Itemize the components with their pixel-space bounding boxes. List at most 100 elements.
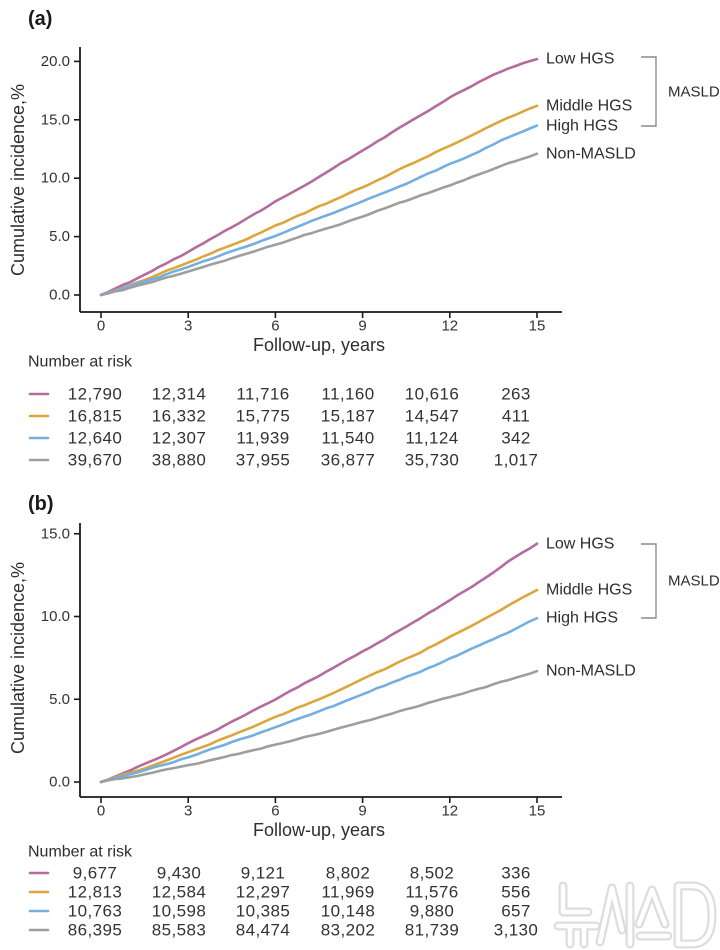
panel-a-legend-non-masld: Non-MASLD bbox=[546, 146, 636, 163]
panel-b-legend-high-hgs: High HGS bbox=[546, 610, 618, 627]
curve-middle-hgs bbox=[99, 104, 539, 297]
curve-non-masld bbox=[99, 669, 539, 784]
x-tick-label: 15 bbox=[529, 318, 546, 335]
risk-value-non-masld: 35,730 bbox=[405, 451, 459, 470]
risk-value-middle-hgs: 12,297 bbox=[236, 883, 290, 902]
risk-value-non-masld: 39,670 bbox=[68, 451, 122, 470]
risk-value-low-hgs: 9,677 bbox=[73, 864, 118, 883]
risk-value-high-hgs: 12,640 bbox=[68, 429, 122, 448]
risk-value-non-masld: 38,880 bbox=[152, 451, 206, 470]
risk-value-high-hgs: 9,880 bbox=[410, 902, 455, 921]
panel-b-legend-low-hgs: Low HGS bbox=[546, 536, 614, 553]
y-tick-label: 10.0 bbox=[41, 170, 70, 187]
risk-value-middle-hgs: 11,576 bbox=[405, 883, 458, 902]
risk-value-low-hgs: 11,716 bbox=[236, 385, 289, 404]
panel-b-masld-bracket-label: MASLD bbox=[668, 573, 720, 590]
curve-low-hgs bbox=[99, 57, 539, 297]
panel-a-x-axis-title: Follow-up, years bbox=[253, 335, 385, 355]
risk-value-low-hgs: 8,802 bbox=[326, 864, 371, 883]
risk-value-high-hgs: 11,939 bbox=[236, 429, 289, 448]
y-tick-label: 10.0 bbox=[41, 608, 70, 625]
x-tick-label: 12 bbox=[441, 803, 458, 820]
curve-high-hgs bbox=[99, 616, 539, 784]
risk-value-middle-hgs: 12,813 bbox=[68, 883, 122, 902]
panel-a-legend-low-hgs: Low HGS bbox=[546, 51, 614, 68]
risk-value-high-hgs: 342 bbox=[501, 429, 531, 448]
risk-value-high-hgs: 11,540 bbox=[321, 429, 374, 448]
risk-value-high-hgs: 10,148 bbox=[321, 902, 375, 921]
risk-value-high-hgs: 10,598 bbox=[152, 902, 206, 921]
risk-value-low-hgs: 12,790 bbox=[68, 385, 122, 404]
panel-a-legend-high-hgs: High HGS bbox=[546, 118, 618, 135]
curve-high-hgs bbox=[99, 124, 539, 297]
x-tick-label: 6 bbox=[271, 318, 279, 335]
risk-value-middle-hgs: 556 bbox=[501, 883, 531, 902]
panel-a-axes: 0.0 5.0 10.0 15.0 20.0 0 3 6 9 12 15 bbox=[41, 47, 562, 335]
curve-non-masld bbox=[99, 152, 539, 297]
panel-b-y-axis-title: Cumulative incidence,% bbox=[8, 562, 28, 754]
risk-value-non-masld: 3,130 bbox=[494, 921, 539, 940]
x-tick-label: 0 bbox=[97, 318, 105, 335]
risk-value-non-masld: 84,474 bbox=[236, 921, 290, 940]
panel-b-label: (b) bbox=[28, 493, 54, 515]
x-tick-label: 0 bbox=[97, 803, 105, 820]
panel-b-legend-middle-hgs: Middle HGS bbox=[546, 582, 632, 599]
panel-b-risk-table: 9,677 9,430 9,121 8,802 8,502 336 12,813 12,584… bbox=[28, 864, 539, 940]
panel-b-curves bbox=[99, 542, 539, 784]
y-tick-label: 20.0 bbox=[41, 53, 70, 70]
risk-value-high-hgs: 10,385 bbox=[236, 902, 290, 921]
newsis-watermark bbox=[553, 881, 717, 949]
risk-value-non-masld: 81,739 bbox=[405, 921, 459, 940]
y-tick-label: 0.0 bbox=[49, 774, 70, 791]
risk-value-low-hgs: 8,502 bbox=[410, 864, 455, 883]
panel-a-y-axis-title: Cumulative incidence,% bbox=[8, 84, 28, 276]
risk-value-high-hgs: 657 bbox=[501, 902, 531, 921]
risk-value-low-hgs: 9,121 bbox=[241, 864, 286, 883]
risk-value-middle-hgs: 16,332 bbox=[152, 407, 206, 426]
x-tick-label: 3 bbox=[184, 803, 192, 820]
y-tick-label: 0.0 bbox=[49, 287, 70, 304]
risk-value-low-hgs: 10,616 bbox=[405, 385, 459, 404]
x-tick-label: 6 bbox=[271, 803, 279, 820]
y-tick-label: 15.0 bbox=[41, 111, 70, 128]
panel-a-masld-bracket-label: MASLD bbox=[668, 84, 720, 101]
y-tick-label: 15.0 bbox=[41, 525, 70, 542]
risk-value-non-masld: 83,202 bbox=[321, 921, 375, 940]
risk-value-middle-hgs: 15,775 bbox=[236, 407, 290, 426]
risk-value-low-hgs: 9,430 bbox=[157, 864, 202, 883]
risk-value-middle-hgs: 411 bbox=[502, 407, 530, 426]
x-tick-label: 9 bbox=[358, 803, 366, 820]
panel-a-risk-table: 12,790 12,314 11,716 11,160 10,616 263 16,815 1… bbox=[28, 385, 539, 470]
x-tick-label: 12 bbox=[441, 318, 458, 335]
risk-value-low-hgs: 12,314 bbox=[152, 385, 206, 404]
panel-a-masld-bracket bbox=[641, 56, 657, 127]
panel-b-x-axis-title: Follow-up, years bbox=[253, 820, 385, 840]
risk-value-middle-hgs: 14,547 bbox=[405, 407, 459, 426]
panel-b-risk-table-header: Number at risk bbox=[28, 844, 133, 861]
x-tick-label: 15 bbox=[529, 803, 546, 820]
risk-value-low-hgs: 336 bbox=[501, 864, 531, 883]
curve-low-hgs bbox=[99, 542, 539, 784]
x-tick-label: 9 bbox=[358, 318, 366, 335]
curve-middle-hgs bbox=[99, 588, 539, 784]
risk-value-middle-hgs: 11,969 bbox=[321, 883, 374, 902]
risk-value-non-masld: 85,583 bbox=[152, 921, 206, 940]
risk-value-non-masld: 1,017 bbox=[494, 451, 539, 470]
panel-b-masld-bracket bbox=[641, 543, 657, 619]
risk-value-non-masld: 86,395 bbox=[68, 921, 122, 940]
risk-value-middle-hgs: 12,584 bbox=[152, 883, 206, 902]
risk-value-non-masld: 37,955 bbox=[236, 451, 290, 470]
y-tick-label: 5.0 bbox=[49, 691, 70, 708]
risk-value-high-hgs: 10,763 bbox=[68, 902, 122, 921]
x-tick-label: 3 bbox=[184, 318, 192, 335]
risk-value-middle-hgs: 16,815 bbox=[68, 407, 122, 426]
panel-b-axes: 0.0 5.0 10.0 15.0 0 3 6 9 12 15 bbox=[41, 523, 562, 820]
panel-b-legend-non-masld: Non-MASLD bbox=[546, 663, 636, 680]
panel-a-curves bbox=[99, 57, 539, 297]
risk-value-non-masld: 36,877 bbox=[321, 451, 375, 470]
risk-value-middle-hgs: 15,187 bbox=[321, 407, 375, 426]
risk-value-high-hgs: 11,124 bbox=[405, 429, 458, 448]
panel-a-legend-middle-hgs: Middle HGS bbox=[546, 98, 632, 115]
panel-a-label: (a) bbox=[28, 8, 52, 30]
